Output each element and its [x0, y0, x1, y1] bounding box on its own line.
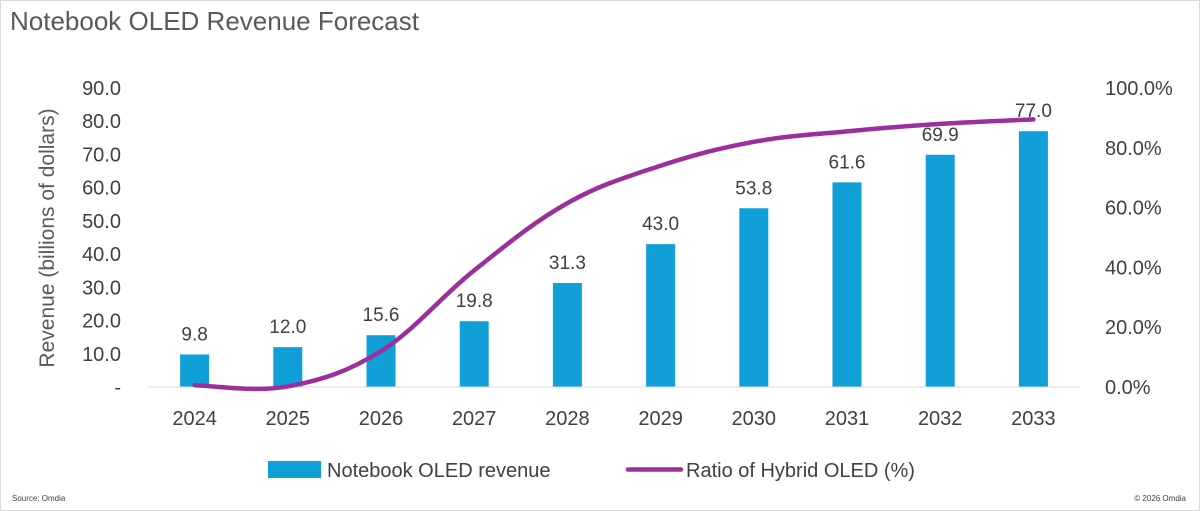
- bar: [739, 208, 769, 387]
- y-axis-ticks: - 10.0 20.0 30.0 40.0 50.0 60.0 70.0 80.0 90.0: [82, 78, 121, 399]
- x-tick-label: 2028: [545, 408, 590, 430]
- y2-tick-label: 0.0%: [1105, 377, 1151, 399]
- bar: [552, 283, 582, 387]
- bar-value-label: 53.8: [735, 178, 772, 199]
- y2-tick-label: 40.0%: [1105, 257, 1162, 279]
- x-tick-label: 2032: [918, 408, 963, 430]
- bar-series: [180, 131, 1048, 387]
- bar-value-label: 9.8: [181, 324, 207, 345]
- x-tick-label: 2029: [638, 408, 683, 430]
- y2-tick-label: 100.0%: [1105, 78, 1173, 100]
- y2-tick-label: 60.0%: [1105, 198, 1162, 220]
- bar-value-label: 15.6: [363, 305, 400, 326]
- bar-value-label: 19.8: [456, 291, 493, 312]
- copyright-note: © 2026 Omdia: [1134, 494, 1186, 503]
- bar-data-labels: 9.8 12.0 15.6 19.8 31.3 43.0 53.8 61.6 69.9 77.0: [181, 101, 1052, 345]
- bar-value-label: 43.0: [642, 214, 679, 235]
- x-axis-labels: 2024 2025 2026 2027 2028 2029 2030 2031 2032 2033: [172, 408, 1055, 430]
- legend-line-label: Ratio of Hybrid OLED (%): [686, 460, 915, 482]
- y-tick-label: 20.0: [82, 311, 121, 333]
- bar-value-label: 77.0: [1015, 101, 1052, 122]
- bar: [832, 182, 862, 387]
- y-tick-label: 50.0: [82, 211, 121, 233]
- x-tick-label: 2030: [732, 408, 777, 430]
- y-tick-label: 80.0: [82, 111, 121, 133]
- line-series: [192, 117, 1036, 392]
- chart-title: Notebook OLED Revenue Forecast: [10, 6, 419, 36]
- source-note: Source: Omdia: [12, 494, 66, 503]
- y-tick-label: -: [114, 377, 121, 399]
- y-axis-title: Revenue (billions of dollars): [36, 108, 59, 367]
- bar: [1018, 131, 1048, 387]
- bar-value-label: 61.6: [829, 152, 866, 173]
- y-tick-label: 40.0: [82, 244, 121, 266]
- y2-tick-label: 20.0%: [1105, 317, 1162, 339]
- legend-bar-swatch: [268, 461, 321, 478]
- y-tick-label: 90.0: [82, 78, 121, 100]
- y-tick-label: 60.0: [82, 178, 121, 200]
- legend: Notebook OLED revenue Ratio of Hybrid OLE…: [268, 460, 915, 482]
- bar-value-label: 12.0: [269, 317, 306, 338]
- y-tick-label: 30.0: [82, 277, 121, 299]
- bar: [646, 244, 676, 387]
- y-tick-label: 10.0: [82, 344, 121, 366]
- x-tick-label: 2025: [266, 408, 311, 430]
- hybrid-ratio-line: [192, 117, 1036, 392]
- x-tick-label: 2024: [172, 408, 217, 430]
- x-tick-label: 2031: [825, 408, 870, 430]
- x-tick-label: 2027: [452, 408, 497, 430]
- bar-value-label: 69.9: [922, 125, 959, 146]
- bar: [925, 154, 955, 387]
- bar: [459, 321, 489, 387]
- y-tick-label: 70.0: [82, 144, 121, 166]
- y2-axis-ticks: 0.0% 20.0% 40.0% 60.0% 80.0% 100.0%: [1105, 78, 1173, 399]
- bar: [180, 354, 210, 387]
- bar-value-label: 31.3: [549, 253, 586, 274]
- y2-tick-label: 80.0%: [1105, 138, 1162, 160]
- legend-bar-label: Notebook OLED revenue: [327, 460, 550, 482]
- bar: [273, 347, 303, 387]
- x-tick-label: 2026: [359, 408, 404, 430]
- x-tick-label: 2033: [1011, 408, 1056, 430]
